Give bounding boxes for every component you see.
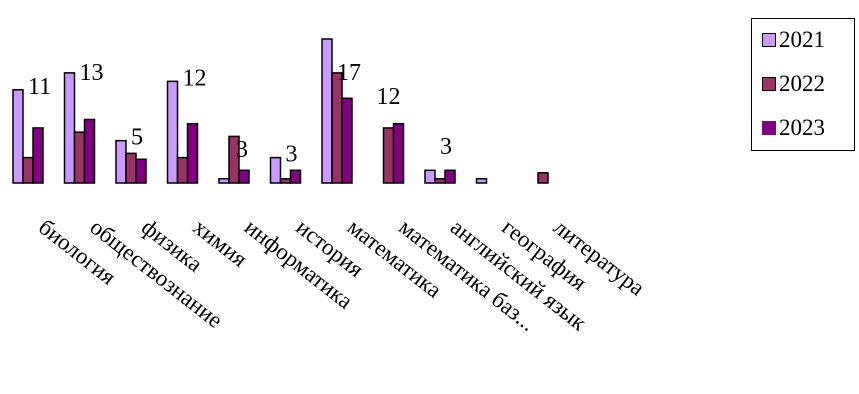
bar-2023-3: [186, 122, 199, 184]
bar-2023-0: [32, 127, 44, 184]
data-label: 5: [131, 125, 143, 151]
bar-2022-0: [22, 156, 34, 184]
legend-label: 2022: [779, 71, 825, 96]
bar-2022-8: [434, 178, 446, 184]
bar-2021-8: [424, 169, 436, 184]
bar-2022-3: [176, 156, 189, 184]
bar-2021-4: [218, 178, 230, 184]
data-label: 3: [236, 137, 248, 163]
data-label: 3: [440, 134, 452, 160]
legend-swatch: [762, 33, 776, 47]
bar-2023-7: [392, 122, 405, 184]
bar-2021-5: [269, 156, 282, 184]
data-label: 12: [377, 84, 401, 110]
bar-2021-1: [63, 72, 76, 184]
legend-swatch: [762, 121, 776, 135]
bar-2021-0: [12, 89, 24, 184]
data-label: 12: [183, 65, 207, 91]
data-label: 13: [80, 60, 104, 86]
bar-2023-8: [444, 169, 456, 184]
bar-2021-3: [166, 80, 179, 184]
legend-item-2021: 2021: [762, 27, 825, 53]
bar-2023-6: [341, 97, 353, 184]
legend-label: 2021: [779, 27, 825, 52]
bar-2022-4: [228, 135, 240, 184]
legend-item-2022: 2022: [762, 71, 825, 97]
bar-2022-7: [382, 127, 395, 184]
data-label: 17: [337, 60, 361, 86]
data-label: 3: [286, 142, 298, 168]
bar-2021-9: [475, 178, 488, 184]
bar-2022-10: [537, 172, 549, 184]
bar-2021-2: [115, 139, 127, 184]
bar-2022-5: [279, 178, 292, 184]
data-label: 11: [28, 74, 51, 100]
bar-2021-6: [321, 38, 333, 184]
bar-2023-1: [83, 118, 96, 184]
bar-2022-6: [331, 72, 343, 184]
bar-2023-4: [238, 169, 250, 184]
legend-label: 2023: [779, 115, 825, 140]
bar-2023-5: [289, 169, 302, 184]
bar-2023-2: [135, 158, 147, 184]
legend-swatch: [762, 77, 776, 91]
legend-item-2023: 2023: [762, 115, 825, 141]
legend: 2021 2022 2023: [751, 18, 855, 151]
bar-2022-1: [73, 131, 86, 184]
bar-2022-2: [125, 152, 137, 184]
